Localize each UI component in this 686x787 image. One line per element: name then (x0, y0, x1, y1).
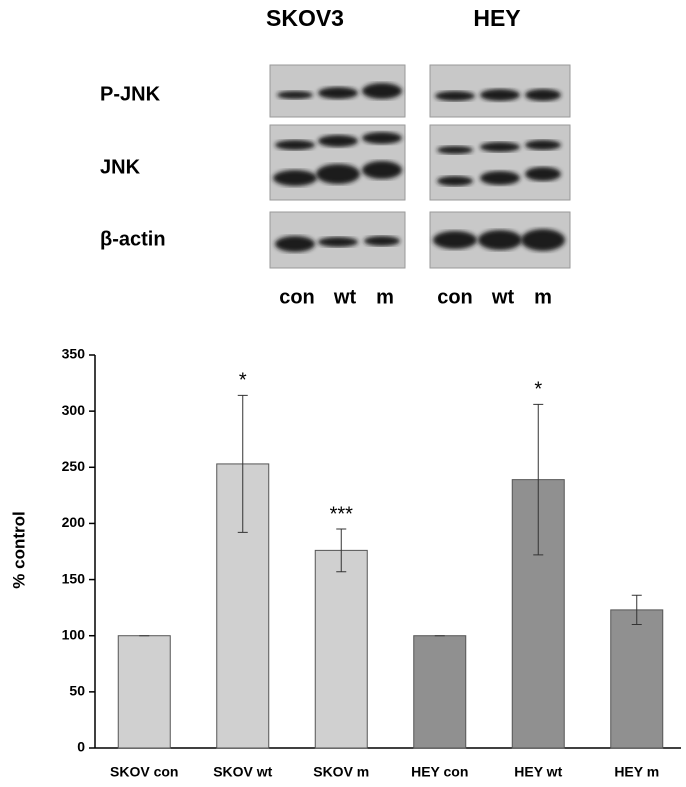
significance-label: *** (330, 503, 354, 525)
lane-label: con (437, 286, 473, 308)
x-tick-label: SKOV wt (213, 764, 272, 780)
bar (117, 635, 171, 749)
error-bar (237, 394, 248, 533)
blot: SKOV3 HEY P-JNK JNK β-actin con wt m con… (100, 5, 571, 308)
significance-label: * (534, 379, 542, 401)
lane-label: wt (491, 286, 515, 308)
blot-panel (429, 124, 571, 201)
lane-label: wt (333, 286, 357, 308)
bar (610, 609, 664, 749)
cell-line: SKOV3 (266, 5, 344, 31)
y-tick-label: 50 (69, 683, 85, 699)
row-label: β-actin (100, 228, 166, 250)
lane-label: m (376, 286, 394, 308)
lane-label: con (279, 286, 315, 308)
x-tick-label: SKOV m (313, 764, 369, 780)
y-tick-label: 300 (62, 402, 86, 418)
error-bar (533, 403, 544, 556)
y-tick-label: 150 (62, 570, 86, 586)
lane-label: m (534, 286, 552, 308)
bands (273, 83, 565, 252)
x-tick-label: HEY wt (514, 764, 562, 780)
row-label: JNK (100, 156, 141, 178)
cell-line: HEY (473, 5, 520, 31)
y-tick-label: 100 (62, 626, 86, 642)
y-tick-label: 0 (77, 739, 85, 755)
bar (314, 549, 368, 749)
significance-label: * (239, 370, 247, 392)
bar (413, 635, 467, 749)
x-tick-label: HEY m (614, 764, 659, 780)
y-axis-label: % control (9, 511, 28, 588)
error-bar (336, 528, 347, 573)
y-tick-label: 200 (62, 514, 86, 530)
row-label: P-JNK (100, 83, 161, 105)
x-tick-label: SKOV con (110, 764, 178, 780)
bar-chart: 0 50 100 150 200 250 300 350 SKOV con SKOV wt * SKO… (62, 346, 681, 780)
error-bar (631, 594, 642, 625)
x-tick-label: HEY con (411, 764, 468, 780)
y-tick-label: 350 (62, 346, 86, 362)
y-tick-label: 250 (62, 458, 86, 474)
